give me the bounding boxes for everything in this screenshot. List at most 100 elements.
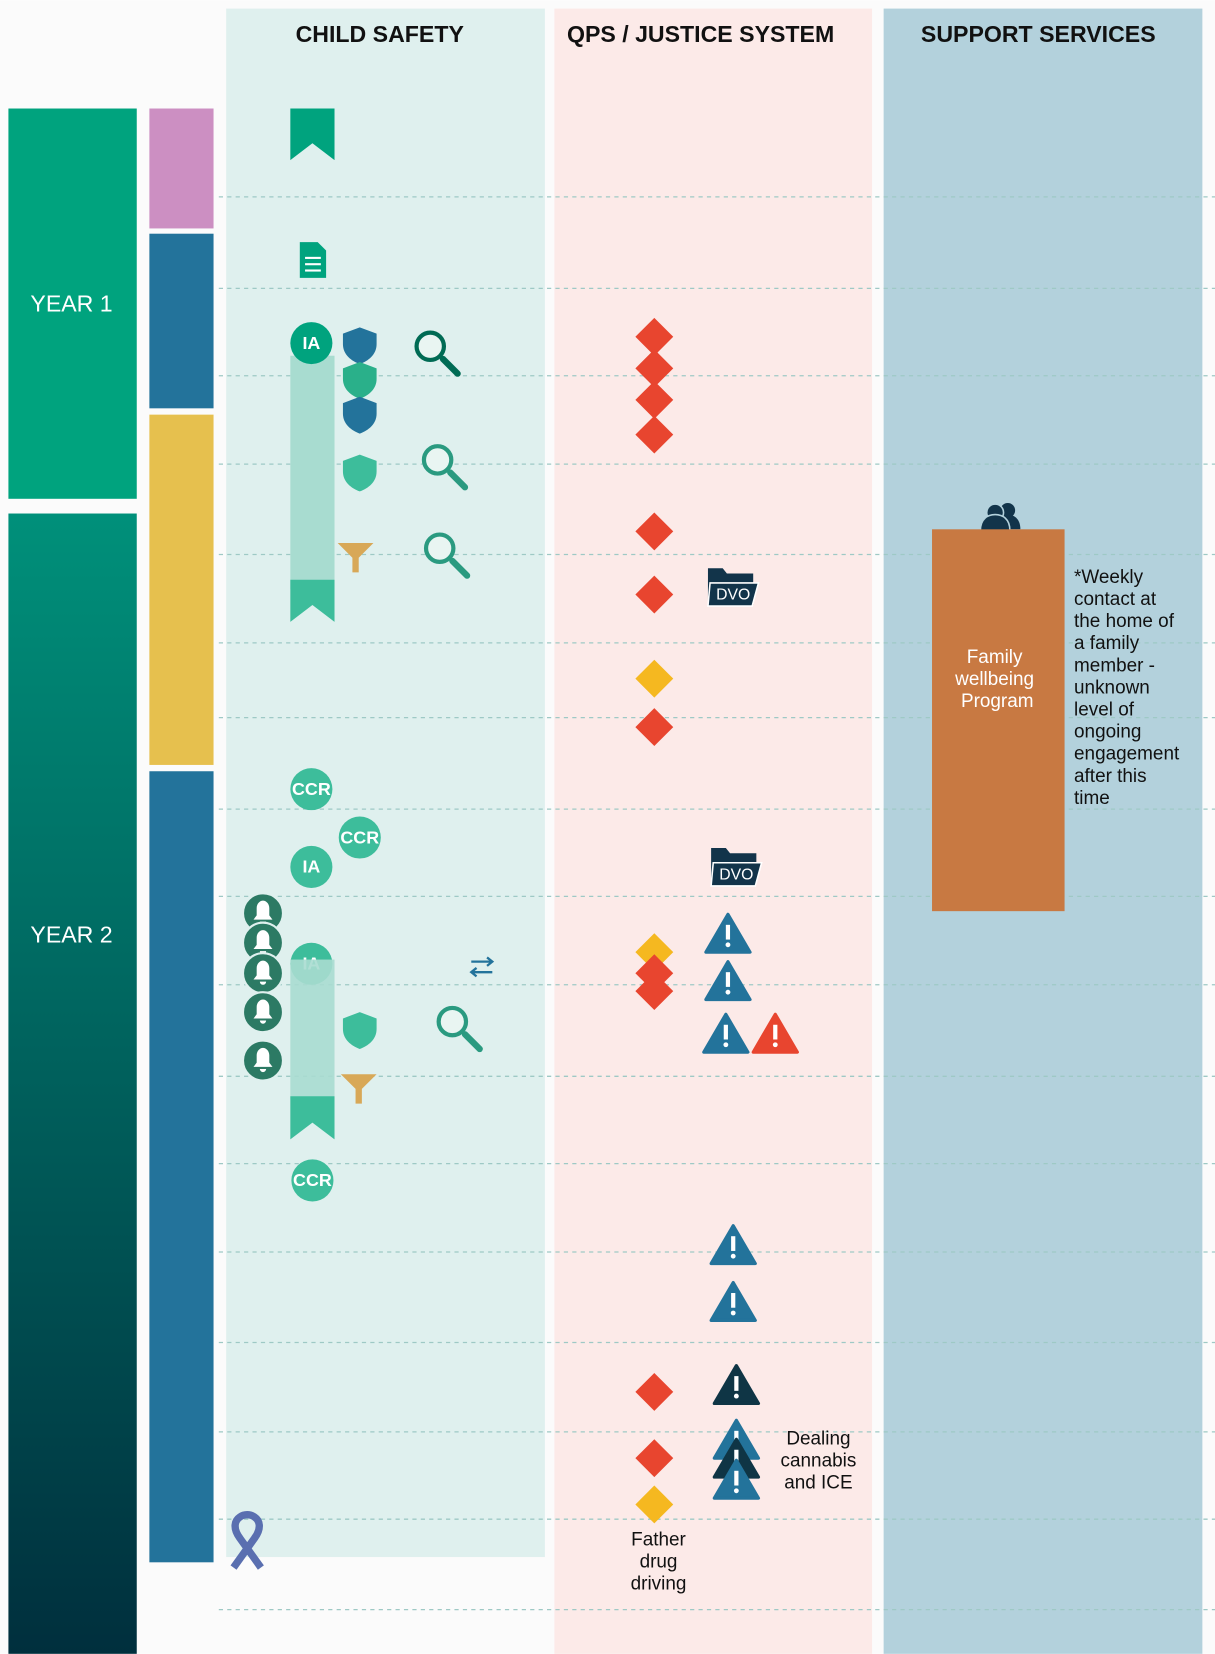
warning-mark	[731, 1293, 736, 1308]
shield-icon	[342, 362, 377, 399]
text-line: Father	[631, 1529, 686, 1550]
child-safety-column	[226, 8, 545, 1558]
text-line: the home of	[1074, 611, 1175, 632]
bell-icon	[253, 930, 273, 955]
badge	[290, 768, 333, 811]
shield-icon	[342, 396, 377, 434]
bookmark-icon	[290, 1096, 335, 1140]
folder-label: DVO	[716, 587, 750, 604]
bookmark-icon	[290, 108, 335, 161]
bell-icon	[253, 900, 273, 925]
badge-label: IA	[302, 333, 320, 353]
diamond-icon	[635, 349, 674, 388]
diamond-icon	[635, 972, 674, 1011]
magnifier-handle	[449, 557, 471, 579]
annotation: Father drug driving	[631, 1529, 687, 1594]
document-line	[305, 256, 321, 259]
magnifier-lens	[436, 1005, 469, 1038]
text-line: ongoing	[1074, 722, 1141, 743]
text-line: and ICE	[784, 1473, 852, 1494]
bell-icon	[253, 999, 273, 1024]
stage-bar	[149, 414, 214, 765]
warning-mark	[725, 924, 731, 940]
magnifier-handle	[439, 355, 461, 377]
bell-icon	[253, 960, 273, 985]
bookmark-icon	[290, 579, 335, 622]
year-label: YEAR 1	[30, 290, 112, 316]
stage-bar	[149, 233, 214, 409]
year-bar	[8, 513, 137, 1654]
program-label: Family wellbeing Program	[954, 647, 1039, 712]
warning-mark	[773, 1024, 778, 1040]
year-label: YEAR 2	[30, 922, 112, 948]
folder-label: DVO	[719, 867, 753, 884]
badge	[290, 322, 333, 365]
text-line: Family	[967, 647, 1023, 668]
folder-front	[707, 582, 760, 607]
magnifier-handle	[447, 469, 469, 491]
bell-icon	[253, 1047, 273, 1073]
document-icon	[299, 242, 327, 278]
badge-label: CCR	[292, 779, 331, 799]
warning-dot	[772, 1042, 778, 1048]
warning-mark	[725, 972, 731, 987]
badge	[338, 816, 381, 859]
warning-dot	[723, 1042, 729, 1048]
badge-label: IA	[302, 857, 320, 877]
diamond-icon	[635, 1485, 674, 1524]
text-line: Program	[961, 691, 1034, 712]
magnifier-lens	[414, 330, 447, 363]
diamond-icon	[635, 380, 674, 419]
text-line: contact at	[1074, 589, 1157, 610]
diamond-icon	[635, 1372, 674, 1411]
warning-dot	[733, 1393, 739, 1399]
diamond-icon	[635, 708, 674, 746]
people-body	[979, 513, 1011, 532]
program-note: *Weekly contact at the home of a family memb…	[1074, 567, 1180, 809]
text-line: driving	[631, 1574, 687, 1595]
diamond-icon	[635, 575, 674, 614]
warning-mark	[734, 1449, 739, 1465]
badge	[291, 1159, 334, 1202]
document-line	[305, 269, 321, 272]
icons: IACCRCCRIAIACCRDVODVO	[230, 108, 1021, 1570]
text-line: level of	[1074, 699, 1135, 720]
funnel-icon	[337, 542, 374, 573]
text-line: time	[1074, 788, 1110, 809]
text-line: cannabis	[781, 1451, 857, 1472]
text-line: after this	[1074, 766, 1147, 787]
funnel-icon	[340, 1074, 377, 1104]
text-line: member -	[1074, 655, 1155, 676]
warning-dot	[725, 942, 731, 948]
text-line: a family	[1074, 633, 1140, 654]
warning-mark	[731, 1236, 736, 1251]
magnifier-handle	[461, 1031, 483, 1053]
badge	[290, 845, 333, 889]
diamond-icon	[635, 512, 674, 551]
warning-dot	[730, 1253, 736, 1259]
document-line	[305, 263, 321, 266]
shield-icon	[342, 454, 377, 492]
text-line: *Weekly	[1074, 567, 1144, 588]
shield-icon	[342, 1012, 377, 1049]
ribbon-icon	[230, 1511, 264, 1570]
stage-bar	[149, 108, 214, 229]
column-header: QPS / JUSTICE SYSTEM	[567, 21, 834, 47]
folder-front	[710, 861, 763, 887]
magnifier-lens	[421, 444, 454, 476]
justice-column	[554, 8, 873, 1654]
annotation: Dealing cannabis and ICE	[781, 1428, 857, 1493]
process-bar	[290, 355, 335, 590]
badge-label: CCR	[293, 1170, 332, 1190]
transfer-icon	[469, 956, 495, 978]
shield-icon	[342, 327, 377, 365]
text-line: wellbeing	[954, 669, 1034, 690]
magnifier-lens	[423, 532, 456, 565]
badge-label: CCR	[340, 827, 379, 847]
column-header: CHILD SAFETY	[296, 21, 465, 47]
warning-mark	[723, 1024, 728, 1040]
warning-mark	[734, 1376, 739, 1391]
warning-dot	[730, 1310, 736, 1316]
